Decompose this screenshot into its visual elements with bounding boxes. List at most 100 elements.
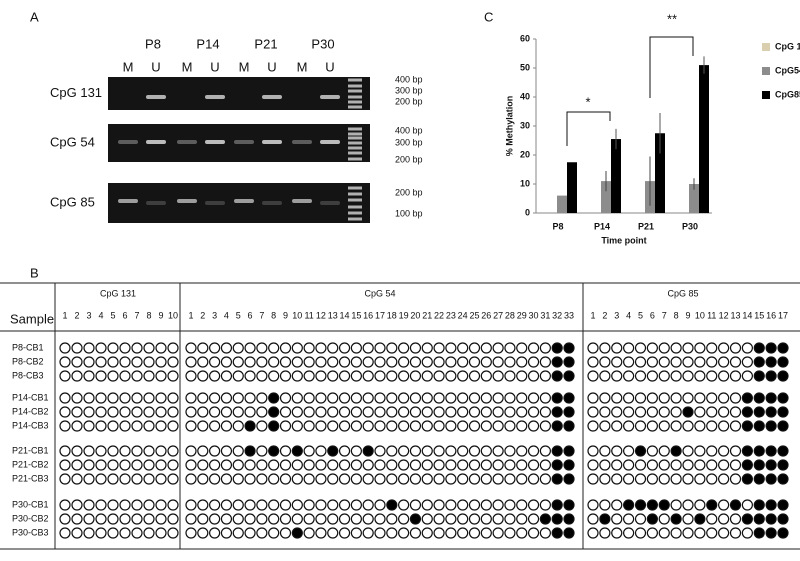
methylated-site [563, 420, 575, 432]
unmethylated-site [107, 342, 119, 354]
unmethylated-site [279, 420, 292, 432]
unmethylated-site [303, 370, 315, 382]
significance-label: * [585, 94, 590, 109]
site-number: 9 [685, 310, 690, 320]
unmethylated-site [107, 445, 119, 457]
unmethylated-site [143, 420, 155, 432]
methylated-site [753, 406, 765, 418]
site-number: 15 [351, 310, 361, 320]
legend-swatch [762, 67, 770, 75]
unmethylated-site [256, 499, 268, 511]
unmethylated-site [421, 499, 433, 511]
unmethylated-site [350, 356, 362, 368]
methylated-site [634, 499, 647, 511]
unmethylated-site [119, 406, 131, 418]
unmethylated-site [670, 420, 682, 432]
unmethylated-site [291, 356, 303, 368]
ladder-band [348, 146, 362, 150]
unmethylated-site [433, 527, 445, 539]
unmethylated-site [398, 499, 410, 511]
unmethylated-site [516, 356, 528, 368]
unmethylated-site [539, 420, 551, 432]
unmethylated-site [338, 513, 351, 525]
methylated-site [539, 513, 551, 525]
unmethylated-site [59, 406, 71, 418]
unmethylated-site [279, 392, 292, 404]
unmethylated-site [527, 342, 540, 354]
unmethylated-site [232, 499, 244, 511]
unmethylated-site [646, 356, 658, 368]
unmethylated-site [59, 420, 71, 432]
unmethylated-site [527, 445, 540, 457]
methylated-site [753, 445, 765, 457]
unmethylated-site [374, 420, 386, 432]
methylated-site [563, 406, 575, 418]
methylated-site [753, 392, 765, 404]
unmethylated-site [155, 473, 167, 485]
methylated-site [753, 473, 765, 485]
unmethylated-site [232, 392, 244, 404]
unmethylated-site [338, 473, 351, 485]
unmethylated-site [398, 342, 410, 354]
methylated-site [753, 513, 765, 525]
region-header: CpG 54 [364, 288, 395, 298]
unmethylated-site [131, 499, 143, 511]
site-number: 15 [754, 310, 764, 320]
methylated-site [777, 392, 789, 404]
legend-swatch [762, 43, 770, 51]
unmethylated-site [468, 459, 481, 471]
unmethylated-site [646, 527, 658, 539]
unmethylated-site [209, 513, 221, 525]
unmethylated-site [599, 459, 611, 471]
unmethylated-site [256, 370, 268, 382]
site-number: 17 [375, 310, 385, 320]
site-number: 26 [481, 310, 491, 320]
methylated-site [753, 356, 765, 368]
gel-band [205, 201, 225, 205]
site-number: 3 [614, 310, 619, 320]
unmethylated-site [279, 356, 292, 368]
site-number: 31 [540, 310, 550, 320]
unmethylated-site [421, 370, 433, 382]
unmethylated-site [623, 392, 635, 404]
unmethylated-site [670, 392, 682, 404]
unmethylated-site [611, 473, 623, 485]
unmethylated-site [409, 392, 422, 404]
unmethylated-site [539, 342, 551, 354]
unmethylated-site [398, 370, 410, 382]
unmethylated-site [706, 356, 718, 368]
site-number: 23 [446, 310, 456, 320]
site-number: 2 [74, 310, 79, 320]
unmethylated-site [386, 527, 398, 539]
site-number: 7 [662, 310, 667, 320]
unmethylated-site [516, 445, 528, 457]
lane-label: M [239, 59, 250, 74]
unmethylated-site [220, 356, 233, 368]
gel-band [118, 199, 138, 203]
methylated-site [268, 445, 280, 457]
x-axis-title: Time point [601, 235, 646, 245]
unmethylated-site [83, 513, 95, 525]
unmethylated-site [480, 406, 492, 418]
unmethylated-site [303, 392, 315, 404]
sample-label: P14-CB1 [12, 392, 49, 402]
unmethylated-site [131, 527, 143, 539]
unmethylated-site [682, 342, 694, 354]
sample-label: P14-CB2 [12, 406, 49, 416]
unmethylated-site [374, 513, 386, 525]
unmethylated-site [291, 499, 303, 511]
unmethylated-site [718, 473, 730, 485]
unmethylated-site [480, 445, 492, 457]
unmethylated-site [433, 342, 445, 354]
unmethylated-site [527, 499, 540, 511]
unmethylated-site [185, 445, 197, 457]
unmethylated-site [599, 420, 611, 432]
site-number: 9 [283, 310, 288, 320]
unmethylated-site [256, 445, 268, 457]
unmethylated-site [338, 406, 351, 418]
unmethylated-site [468, 445, 481, 457]
unmethylated-site [209, 356, 221, 368]
unmethylated-site [244, 406, 256, 418]
unmethylated-site [492, 445, 504, 457]
unmethylated-site [83, 370, 95, 382]
